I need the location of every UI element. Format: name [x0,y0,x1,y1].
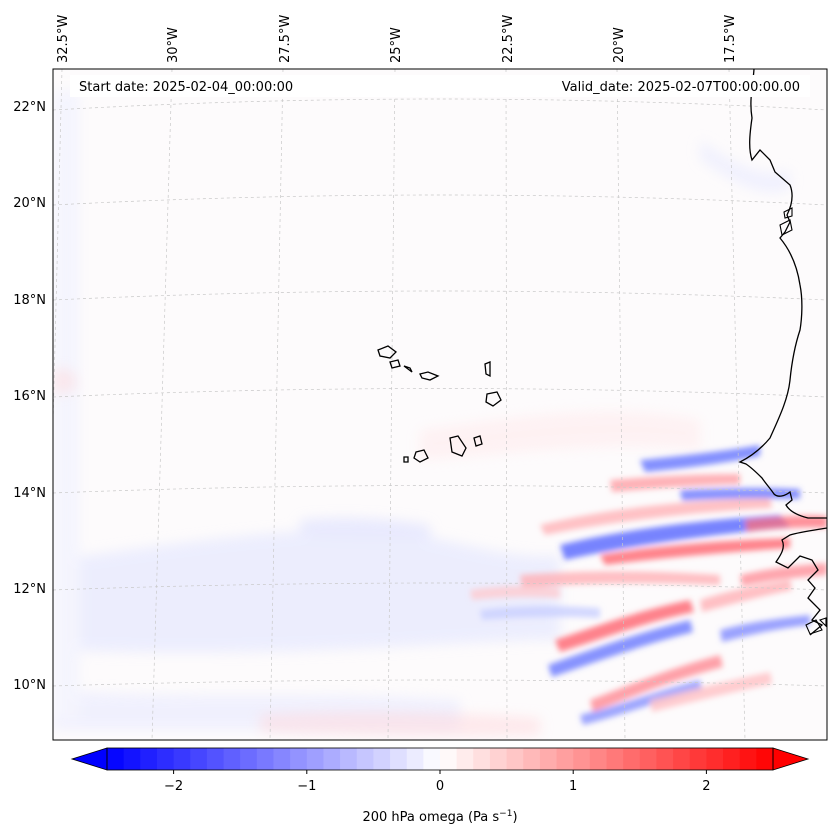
colorbar-tick-label: 0 [436,779,444,794]
colorbar-segment [390,748,408,770]
colorbar-segment [573,748,591,770]
cape-verde-islands [377,345,502,463]
colorbar-segment [723,748,741,770]
colorbar-segment [107,748,125,770]
colorbar-segment [440,748,458,770]
lon-label-22-5w: 22.5°W [501,15,516,63]
african-coastline [738,69,827,636]
colorbar-title-main: 200 hPa omega (Pa s [362,810,499,825]
colorbar-segment [606,748,624,770]
colorbar-segment [756,748,774,770]
valid-date-label: Valid_date: 2025-02-07T00:00:00.00 [562,80,800,95]
colorbar-segment [240,748,258,770]
lon-label-25w: 25°W [389,27,404,63]
start-date-label: Start date: 2025-02-04_00:00:00 [79,80,293,95]
colorbar-segment [589,748,608,770]
colorbar-segment [539,748,558,770]
colorbar-segment [423,748,441,770]
colorbar-segment [223,748,241,770]
colorbar-ticks: −2 −1 0 1 2 [164,770,711,794]
colorbar-segment [273,748,291,770]
lat-label-14n: 14°N [13,486,46,501]
lat-label-12n: 12°N [13,582,46,597]
colorbar-segment [340,748,358,770]
colorbar-segment [306,748,325,770]
colorbar-segment [489,748,508,770]
colorbar-segment [323,748,341,770]
colorbar-title-end: ) [512,810,517,825]
colorbar-segment [156,748,175,770]
omega-field [53,69,827,740]
colorbar-segment [706,748,724,770]
lat-label-22n: 22°N [13,100,46,115]
header-band [70,75,810,97]
lon-label-32-5w: 32.5°W [56,15,71,63]
colorbar-segment [689,748,707,770]
colorbar-extend-low [70,747,108,771]
colorbar-title-superscript: −1 [499,809,512,819]
lon-label-30w: 30°W [166,27,181,63]
colorbar-segment [190,748,208,770]
colorbar-segment [639,748,658,770]
colorbar-tick-label: −1 [297,779,316,794]
lon-label-27-5w: 27.5°W [278,15,293,63]
map-frame [52,68,828,741]
lat-label-18n: 18°N [13,293,46,308]
colorbar-tick-label: 1 [569,779,577,794]
colorbar-segment [290,748,308,770]
colorbar-segment [523,748,541,770]
colorbar: −2 −1 0 1 2 200 hPa omega (Pa s−1) [70,747,810,825]
colorbar-segment [456,748,474,770]
lat-label-20n: 20°N [13,196,46,211]
colorbar-title: 200 hPa omega (Pa s−1) [362,809,517,825]
lat-label-16n: 16°N [13,389,46,404]
colorbar-segment [256,748,275,770]
colorbar-segment [123,748,141,770]
colorbar-tick-label: 2 [702,779,710,794]
latitude-labels: 22°N 20°N 18°N 16°N 14°N 12°N 10°N [13,100,46,693]
colorbar-segment [356,748,374,770]
colorbar-segment [206,748,225,770]
longitude-labels: 32.5°W 30°W 27.5°W 25°W 22.5°W 20°W 17.5… [56,15,738,63]
colorbar-segment [173,748,191,770]
gridlines [53,69,827,740]
colorbar-tick-label: −2 [164,779,183,794]
colorbar-segment [406,748,424,770]
lat-label-10n: 10°N [13,678,46,693]
colorbar-segment [506,748,524,770]
colorbar-segment [373,748,391,770]
colorbar-segment [140,748,158,770]
colorbar-segment [656,748,674,770]
colorbar-extend-high [772,747,810,771]
colorbar-segment [739,748,757,770]
colorbar-segment [673,748,691,770]
lon-label-17-5w: 17.5°W [723,15,738,63]
colorbar-segment [473,748,491,770]
colorbar-segment [556,748,574,770]
colorbar-segments [107,748,774,770]
lon-label-20w: 20°W [612,27,627,63]
colorbar-segment [623,748,641,770]
